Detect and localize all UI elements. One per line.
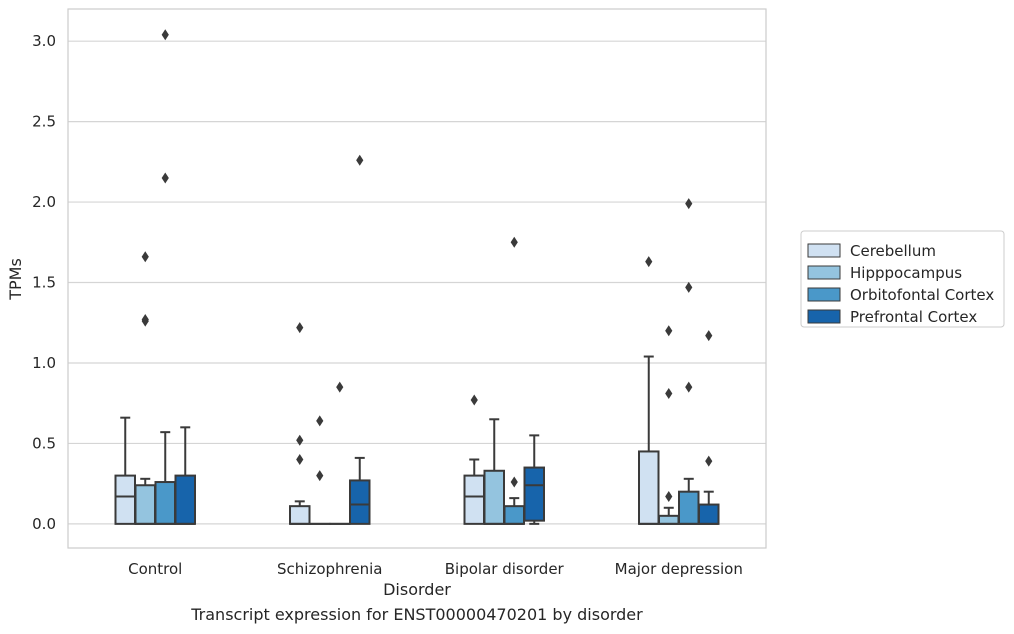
y-tick-label: 1.0	[32, 354, 56, 372]
box-prefrontal-cortex	[698, 330, 720, 525]
legend-swatch	[807, 243, 841, 258]
outlier-point	[510, 476, 518, 488]
legend-swatch	[807, 287, 841, 302]
box-body	[638, 450, 660, 525]
box-cerebellum	[638, 256, 660, 525]
outlier-point	[296, 434, 304, 446]
outlier-point	[161, 29, 169, 41]
outlier-point	[645, 256, 653, 268]
outlier-point	[685, 198, 693, 210]
y-tick-label: 2.5	[32, 113, 56, 131]
x-tick-label: Major depression	[615, 560, 743, 578]
chart-caption: Transcript expression for ENST0000047020…	[191, 605, 643, 624]
legend-frame	[800, 230, 1005, 328]
outlier-point	[141, 314, 149, 326]
box-orbitofontal-cortex	[154, 29, 176, 525]
legend-label: Orbitofontal Cortex	[850, 286, 994, 304]
outlier-point	[685, 281, 693, 293]
plot-frame	[67, 8, 767, 549]
box-body	[114, 474, 136, 525]
box-cerebellum	[114, 416, 136, 525]
box-hipppocampus	[483, 418, 505, 525]
y-tick-label: 1.5	[32, 274, 56, 292]
y-tick-label: 0.5	[32, 434, 56, 452]
outlier-point	[470, 394, 478, 406]
legend-swatch	[807, 309, 841, 324]
outlier-point	[316, 415, 324, 427]
y-tick-label: 0.0	[32, 515, 56, 533]
box-body	[463, 474, 485, 525]
box-body	[349, 479, 371, 525]
legend-label: Hipppocampus	[850, 264, 962, 282]
box-body	[154, 481, 176, 525]
box-hipppocampus	[309, 415, 331, 525]
box-cerebellum	[289, 322, 311, 525]
box-prefrontal-cortex	[349, 154, 371, 525]
outlier-point	[356, 154, 364, 166]
box-body	[678, 490, 700, 525]
outlier-point	[296, 454, 304, 466]
outlier-point	[296, 322, 304, 334]
outlier-point	[665, 325, 673, 337]
x-tick-label: Bipolar disorder	[445, 560, 565, 578]
box-body	[523, 466, 545, 522]
box-body	[658, 514, 680, 525]
y-tick-label: 2.0	[32, 193, 56, 211]
box-hipppocampus	[658, 325, 680, 525]
outlier-point	[336, 381, 344, 393]
outlier-point	[665, 388, 673, 400]
box-cerebellum	[463, 394, 485, 525]
outlier-point	[705, 330, 713, 342]
box-prefrontal-cortex	[523, 434, 545, 525]
box-orbitofontal-cortex	[329, 381, 351, 525]
box-prefrontal-cortex	[174, 426, 196, 525]
box-hipppocampus	[134, 251, 156, 525]
box-body	[289, 505, 311, 525]
y-tick-label: 3.0	[32, 32, 56, 50]
box-body	[483, 469, 505, 525]
box-body	[134, 484, 156, 525]
x-axis-label: Disorder	[383, 580, 451, 599]
box-body	[174, 474, 196, 525]
box-body	[698, 503, 720, 525]
legend: Cerebellum Hipppocampus Orbitofontal Corte…	[800, 230, 1005, 328]
y-axis-label: TPMs	[6, 258, 25, 301]
outlier-point	[141, 251, 149, 263]
box-orbitofontal-cortex	[678, 198, 700, 525]
outlier-point	[665, 491, 673, 503]
box-body	[503, 505, 525, 525]
legend-label: Prefrontal Cortex	[850, 308, 977, 326]
x-tick-label: Schizophrenia	[277, 560, 382, 578]
box-orbitofontal-cortex	[503, 236, 525, 525]
outlier-point	[316, 470, 324, 482]
legend-swatch	[807, 265, 841, 280]
outlier-point	[161, 172, 169, 184]
outlier-point	[685, 381, 693, 393]
x-tick-label: Control	[128, 560, 182, 578]
outlier-point	[705, 455, 713, 467]
legend-label: Cerebellum	[850, 242, 936, 260]
outlier-point	[510, 236, 518, 248]
